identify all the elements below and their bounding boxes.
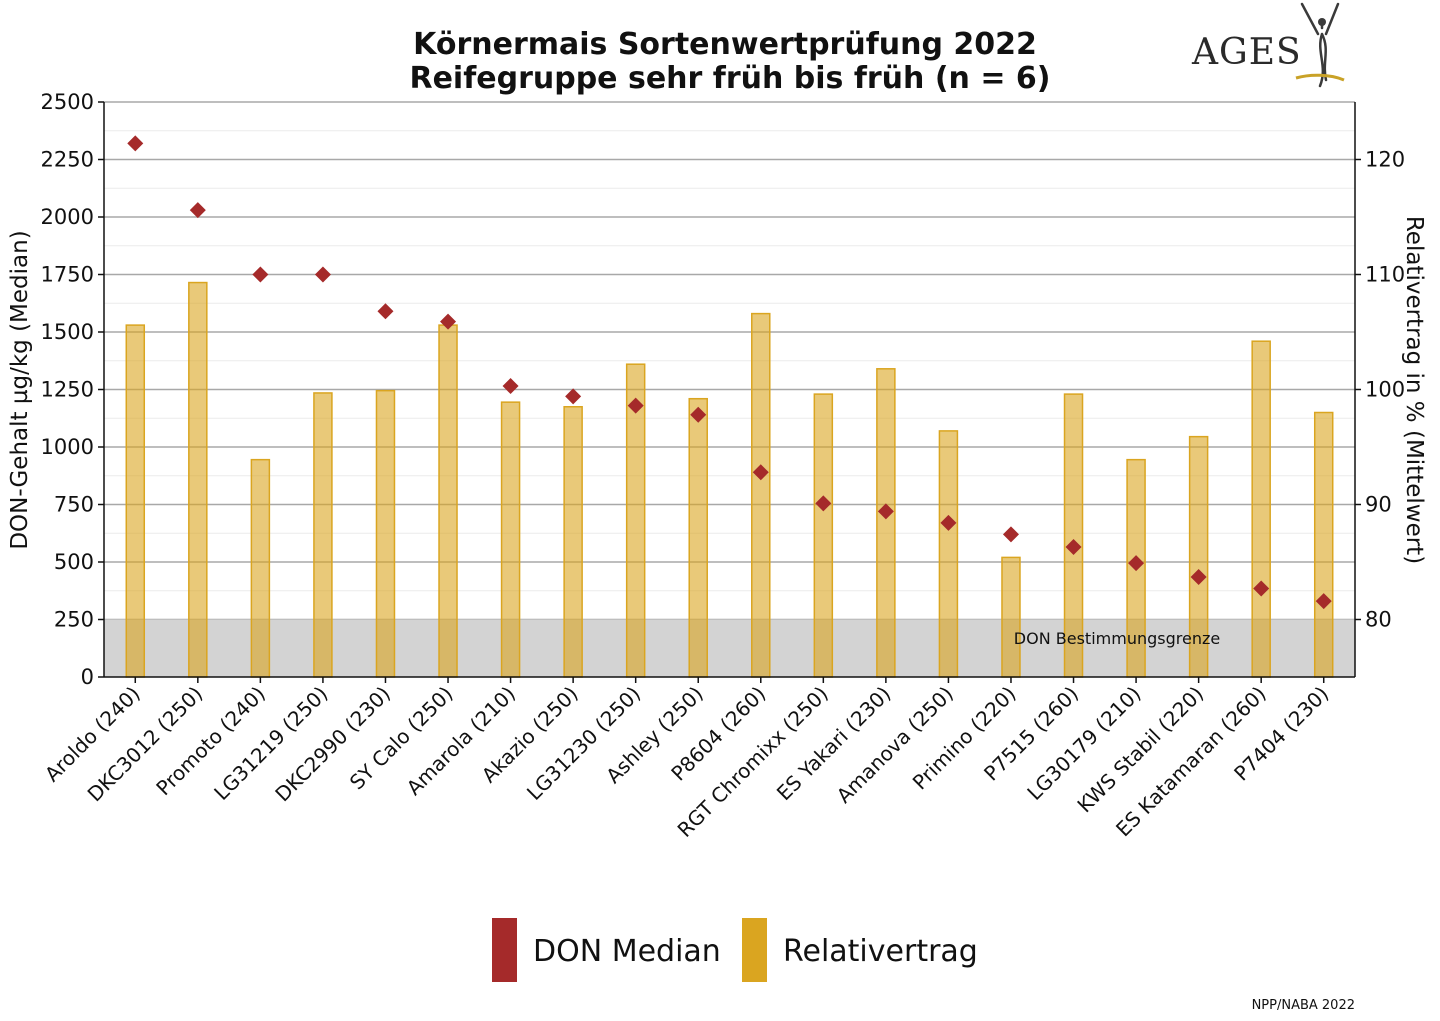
- bar-relativertrag: [876, 368, 896, 678]
- y-right-tick-label: 80: [1365, 608, 1392, 632]
- x-tick-label: DKC2990 (230): [270, 682, 395, 807]
- point-don-median: [1253, 580, 1270, 597]
- x-tick-label: Promoto (240): [151, 682, 270, 801]
- logo-figure-icon: [1300, 2, 1340, 88]
- legend: DON Median Relativertrag: [492, 918, 978, 982]
- x-tick-label: LG31219 (250): [209, 682, 332, 805]
- bar-relativertrag: [500, 401, 521, 678]
- point-don-median: [127, 135, 144, 152]
- bar-relativertrag: [125, 324, 146, 678]
- y-left-tick-label: 1250: [41, 378, 94, 402]
- point-don-median: [940, 514, 957, 531]
- bar-relativertrag: [438, 324, 458, 678]
- point-don-median: [627, 397, 644, 414]
- y-left-tick-label: 1000: [41, 435, 94, 459]
- y-axis-right-label: Relativertrag in % (Mittelwert): [1401, 216, 1427, 564]
- don-detection-limit-label: DON Bestimmungsgrenze: [1014, 629, 1220, 648]
- x-tick-label: ES Yakari (230): [772, 682, 896, 806]
- x-tick-label: DKC3012 (250): [83, 682, 208, 807]
- y-left-tick-label: 2000: [41, 205, 94, 229]
- point-don-median: [877, 503, 894, 520]
- legend-swatch-don-median: [492, 918, 517, 982]
- bar-relativertrag: [188, 281, 208, 678]
- logo-swoosh-icon: [1295, 73, 1345, 82]
- logo-head-icon: [1318, 18, 1326, 26]
- y-right-tick-label: 120: [1365, 148, 1405, 172]
- point-don-median: [815, 495, 832, 512]
- bar-relativertrag: [375, 389, 396, 678]
- point-don-median: [1065, 539, 1082, 556]
- x-tick-label: Amarola (210): [402, 682, 520, 800]
- detection-limit-band: [104, 619, 1355, 677]
- chart-title: Körnermais Sortenwertprüfung 2022: [413, 27, 1037, 62]
- y-left-tick-label: 500: [54, 550, 94, 574]
- legend-label-relativertrag: Relativertrag: [783, 934, 978, 969]
- y-right-tick-label: 100: [1365, 378, 1405, 402]
- ages-logo: AGES: [1191, 2, 1345, 88]
- bar-relativertrag: [1001, 556, 1021, 678]
- legend-swatch-relativertrag: [742, 918, 767, 982]
- bar-relativertrag: [563, 406, 583, 678]
- point-don-median: [1128, 555, 1145, 572]
- y-axis-left-label: DON-Gehalt µg/kg (Median): [7, 230, 33, 549]
- bar-relativertrag: [751, 312, 771, 678]
- footer-credit: NPP/NABA 2022: [1252, 998, 1355, 1013]
- bar-relativertrag: [1313, 411, 1334, 678]
- legend-label-don-median: DON Median: [533, 934, 721, 969]
- y-left-tick-label: 1750: [41, 263, 94, 287]
- point-don-median: [252, 266, 269, 283]
- x-tick-label: LG30179 (210): [1022, 682, 1145, 805]
- point-don-median: [1002, 526, 1019, 543]
- point-don-median: [1190, 568, 1207, 585]
- y-right-tick-label: 90: [1365, 493, 1392, 517]
- point-don-median: [189, 202, 206, 219]
- y-left-tick-label: 250: [54, 608, 94, 632]
- y-left-tick-label: 1500: [41, 320, 94, 344]
- point-don-median: [502, 378, 519, 395]
- bar-relativertrag: [938, 430, 959, 678]
- point-don-median: [690, 406, 707, 423]
- y-left-tick-label: 0: [81, 665, 94, 689]
- point-don-median: [752, 464, 769, 481]
- y-right-tick-label: 110: [1365, 263, 1405, 287]
- point-don-median: [377, 303, 394, 320]
- point-don-median: [565, 388, 582, 405]
- bar-relativertrag: [250, 458, 271, 678]
- x-tick-label: LG31230 (250): [522, 682, 645, 805]
- y-left-tick-label: 2500: [41, 90, 94, 114]
- logo-text: AGES: [1191, 32, 1302, 73]
- point-don-median: [440, 313, 457, 330]
- y-left-tick-label: 2250: [41, 148, 94, 172]
- plot-area: 0 250 500 750 1000 1250 1500 1750 2000 2250 2500 80…: [40, 90, 1405, 842]
- chart-subtitle: Reifegruppe sehr früh bis früh (n = 6): [409, 61, 1050, 96]
- point-don-median: [1315, 593, 1332, 610]
- bar-relativertrag: [688, 397, 708, 678]
- point-don-median: [314, 266, 331, 283]
- y-left-tick-label: 750: [54, 493, 94, 517]
- bar-relativertrag: [1251, 340, 1271, 678]
- bar-relativertrag: [313, 392, 333, 678]
- bar-relativertrag: [813, 393, 834, 678]
